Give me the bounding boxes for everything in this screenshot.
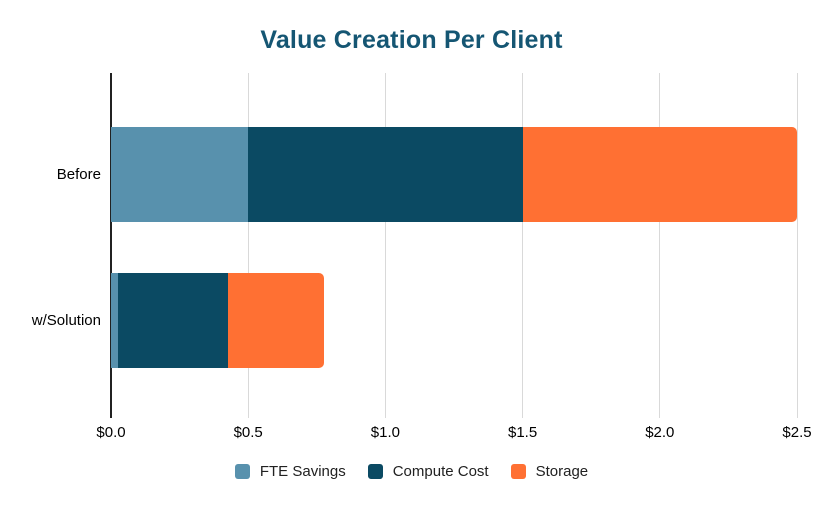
category-label-w-solution: w/Solution [31, 311, 101, 329]
legend-label: Compute Cost [392, 463, 489, 480]
legend: FTE Savings Compute Cost Storage [0, 463, 823, 480]
bar-segment-compute-cost [248, 127, 523, 222]
x-tick-label-2.5: $2.5 [782, 424, 812, 441]
legend-item-compute-cost: Compute Cost [367, 463, 489, 480]
legend-swatch-icon [234, 464, 250, 479]
gridline [384, 73, 386, 418]
chart-title: Value Creation Per Client [260, 26, 563, 54]
gridline [796, 73, 798, 418]
bar-segment-compute-cost [117, 273, 228, 368]
x-tick-label-1.0: $1.0 [370, 424, 400, 441]
gridline [522, 73, 524, 418]
x-tick-label-2.0: $2.0 [645, 424, 675, 441]
x-tick-label-0.5: $0.5 [233, 424, 263, 441]
bar-segment-fte-savings [111, 127, 249, 222]
x-tick-label-0.0: $0.0 [96, 424, 126, 441]
gridline [659, 73, 661, 418]
plot-area [110, 73, 798, 418]
gridline [247, 73, 249, 418]
category-label-before: Before [56, 165, 101, 183]
legend-swatch-icon [367, 464, 383, 479]
bar-segment-storage [227, 273, 324, 368]
y-axis-line [110, 73, 112, 418]
legend-item-fte-savings: FTE Savings [234, 463, 346, 480]
legend-label: Storage [535, 463, 589, 480]
bar-segment-fte-savings [111, 273, 118, 368]
bar-segment-storage [522, 127, 797, 222]
legend-item-storage: Storage [510, 463, 589, 480]
bar-row-w-solution [111, 273, 324, 368]
x-tick-label-1.5: $1.5 [507, 424, 538, 441]
legend-swatch-icon [510, 464, 526, 479]
legend-label: FTE Savings [259, 463, 346, 480]
bar-row-before [111, 127, 797, 222]
